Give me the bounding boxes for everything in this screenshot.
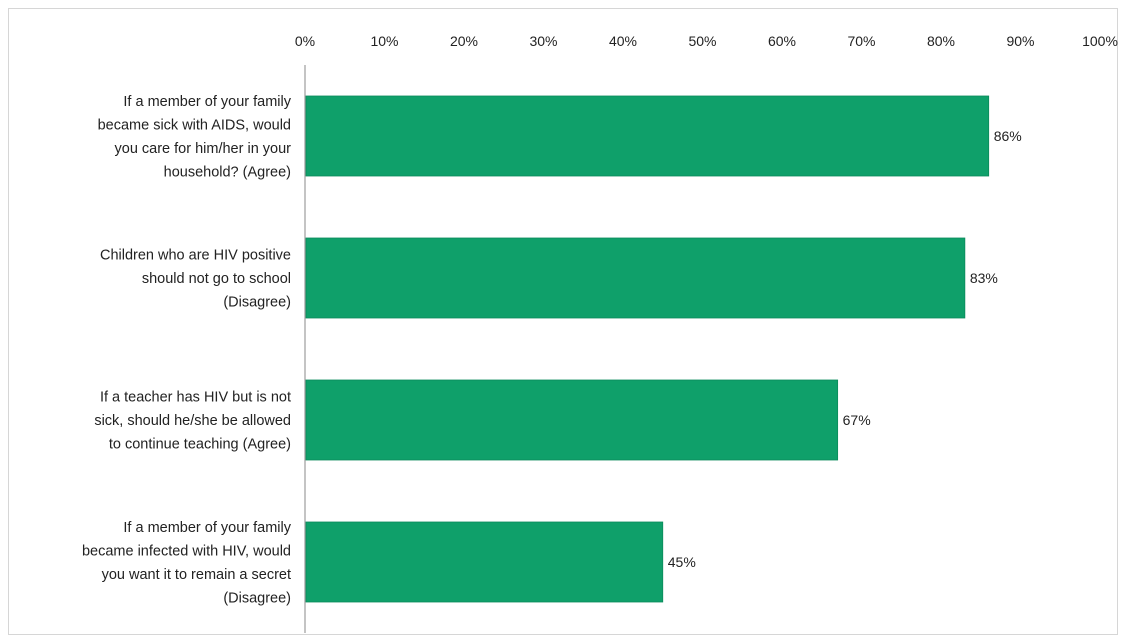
bar <box>305 521 664 603</box>
x-tick-label: 90% <box>1006 33 1034 49</box>
x-tick-label: 50% <box>688 33 716 49</box>
x-tick-label: 60% <box>768 33 796 49</box>
category-labels: If a member of your family became sick wi… <box>82 94 292 607</box>
x-tick-label: 0% <box>295 33 315 49</box>
category-label: If a member of your family became sick wi… <box>98 94 292 181</box>
bar <box>305 237 966 319</box>
x-tick-label: 100% <box>1082 33 1118 49</box>
data-label: 83% <box>970 270 998 286</box>
bars <box>305 95 990 603</box>
x-tick-label: 80% <box>927 33 955 49</box>
x-tick-label: 10% <box>370 33 398 49</box>
bar <box>305 95 990 177</box>
x-tick-label: 20% <box>450 33 478 49</box>
x-tick-label: 30% <box>529 33 557 49</box>
x-axis-ticks: 0% 10% 20% 30% 40% 50% 60% 70% 80% 90% 100% <box>295 33 1118 49</box>
x-tick-label: 70% <box>847 33 875 49</box>
category-label: If a member of your family became infecte… <box>82 520 292 607</box>
data-label: 86% <box>994 128 1022 144</box>
x-tick-label: 40% <box>609 33 637 49</box>
data-label: 67% <box>843 412 871 428</box>
category-label: If a teacher has HIV but is not sick, sho… <box>94 390 291 453</box>
category-label: Children who are HIV positive should not … <box>100 248 291 311</box>
data-labels: 86% 83% 67% 45% <box>668 128 1022 570</box>
bar <box>305 379 839 461</box>
data-label: 45% <box>668 554 696 570</box>
